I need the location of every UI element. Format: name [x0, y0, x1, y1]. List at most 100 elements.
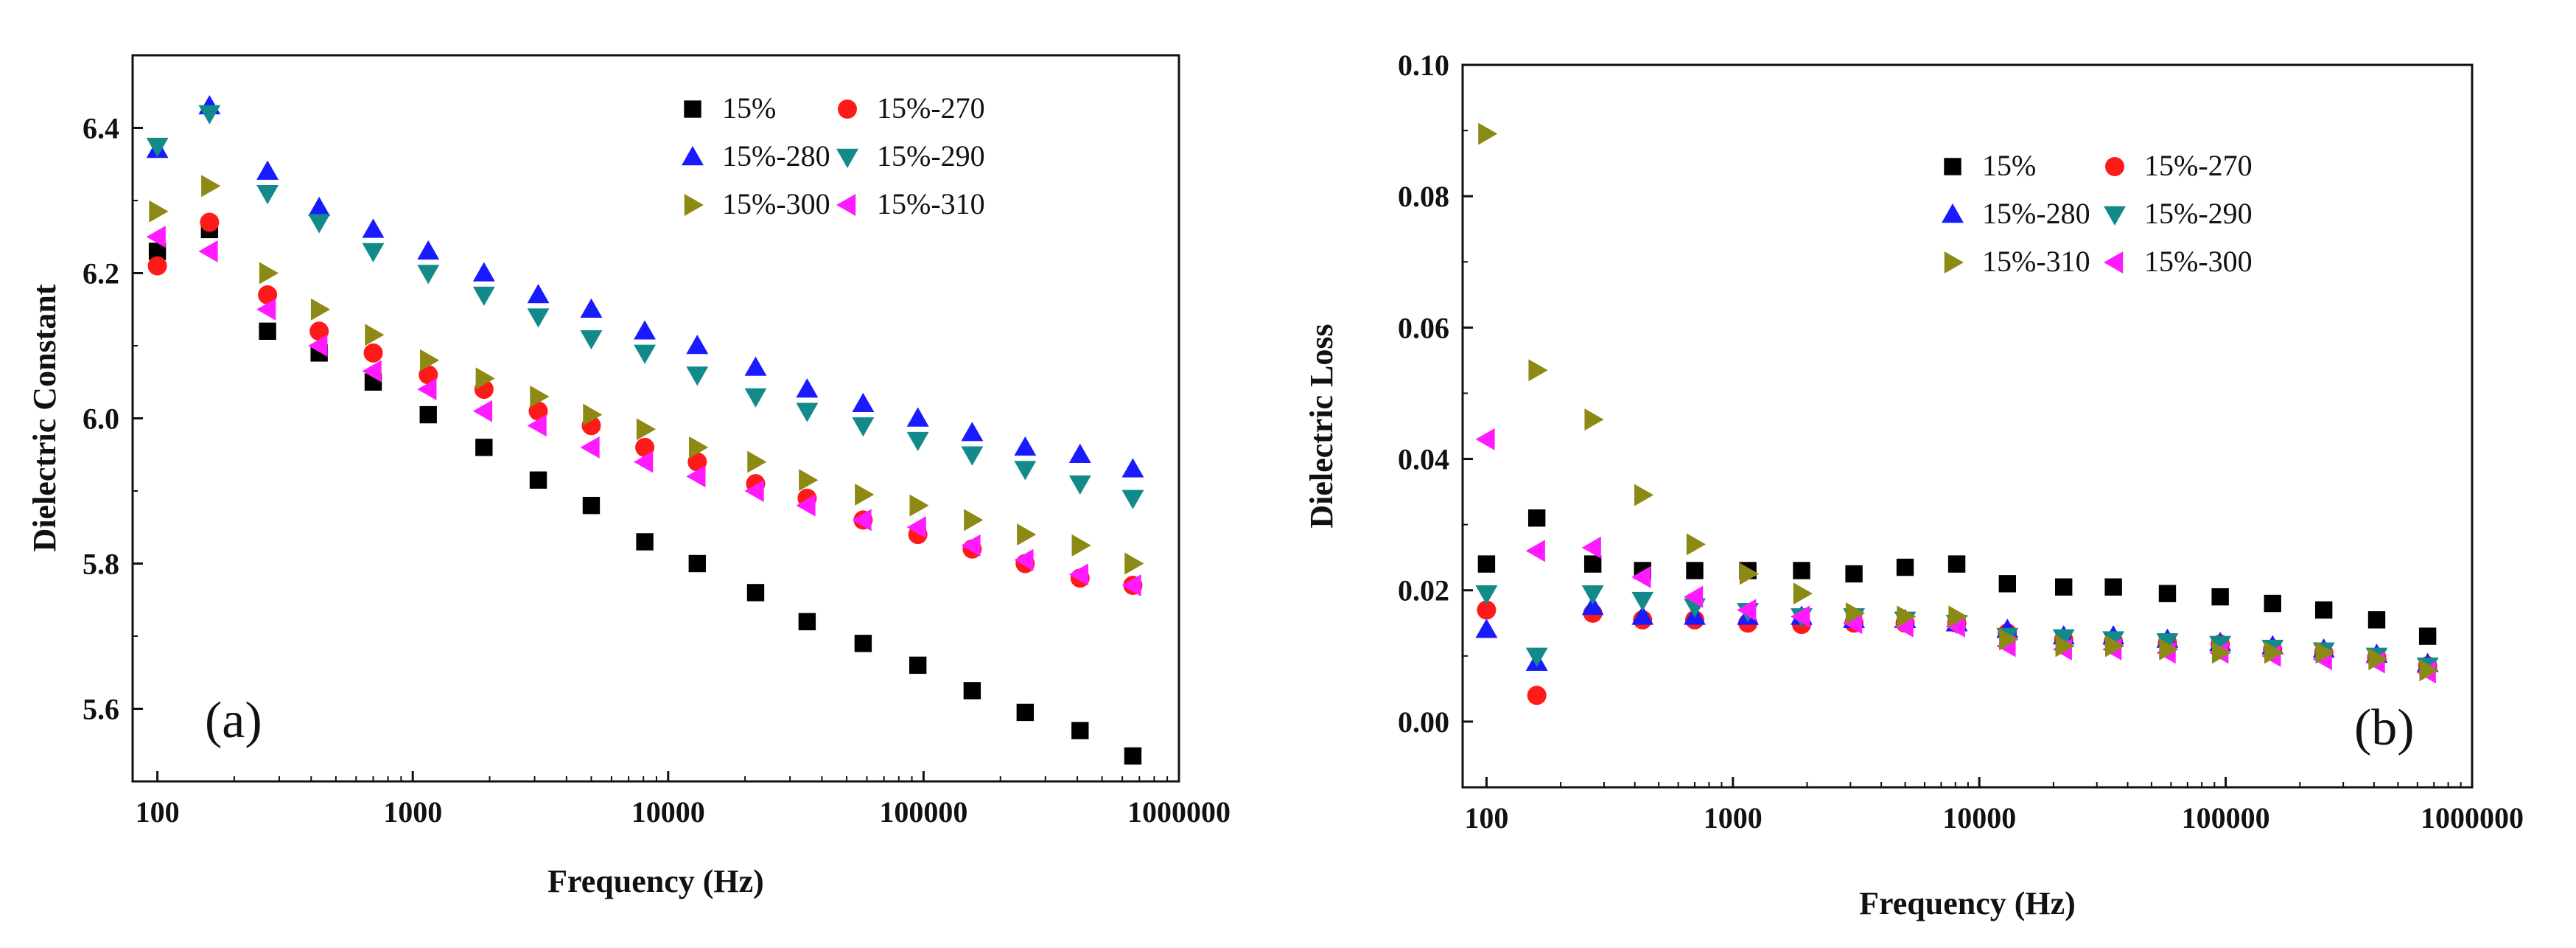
data-point: [201, 175, 221, 198]
data-point: [1475, 618, 1498, 638]
data-point: [854, 635, 872, 652]
data-point: [634, 320, 657, 340]
data-point: [635, 437, 655, 457]
data-point: [799, 469, 819, 492]
x-tick-label-a: 100000: [879, 795, 967, 829]
data-point: [472, 286, 495, 306]
series-a-15%: [148, 220, 1142, 765]
data-point: [1999, 628, 2019, 651]
data-point: [583, 403, 603, 426]
data-point: [1124, 747, 1142, 765]
legend-label: 15%-280: [1982, 197, 2090, 230]
legend-label: 15%-310: [1982, 245, 2090, 278]
data-point: [529, 471, 547, 489]
data-point: [2211, 588, 2229, 606]
data-point: [855, 483, 875, 506]
data-point: [1845, 602, 1866, 624]
data-point: [634, 344, 657, 364]
y-tick-label-a: 6.0: [83, 402, 119, 436]
data-point: [362, 360, 382, 383]
legend-label: 15%-300: [722, 187, 830, 220]
data-point: [258, 285, 278, 305]
legend-marker: [1944, 158, 1961, 175]
data-point: [1845, 565, 1863, 583]
x-axis-title-b: Frequency (Hz): [1859, 885, 2076, 921]
data-point: [636, 418, 657, 441]
series-a-15%-310: [146, 226, 1141, 596]
data-point: [1068, 443, 1091, 463]
data-point: [2264, 594, 2281, 613]
data-point: [744, 480, 764, 502]
data-point: [852, 417, 875, 437]
data-point: [1583, 555, 1602, 573]
data-point: [1121, 574, 1141, 596]
x-axis-title-a: Frequency (Hz): [547, 863, 764, 899]
data-point: [580, 298, 603, 318]
data-point: [2104, 578, 2122, 596]
data-point: [909, 494, 929, 517]
data-point: [149, 200, 169, 223]
data-point: [1475, 428, 1495, 450]
data-point: [580, 330, 603, 350]
y-tick-label-b: 0.00: [1398, 705, 1449, 739]
data-point: [2052, 629, 2075, 649]
legend-label: 15%-280: [722, 139, 830, 172]
data-point: [2211, 641, 2232, 664]
data-point: [256, 298, 276, 321]
x-tick-label-b: 100: [1464, 801, 1508, 834]
data-point: [1634, 484, 1654, 506]
data-point: [634, 450, 654, 473]
data-point: [1584, 408, 1604, 431]
data-point: [796, 378, 819, 398]
data-point: [309, 321, 329, 341]
y-tick-label-b: 0.08: [1398, 180, 1449, 213]
data-point: [1071, 722, 1089, 739]
data-point: [1843, 612, 1863, 635]
data-point: [2264, 641, 2284, 664]
data-point: [2314, 601, 2333, 619]
data-point: [1525, 647, 1548, 667]
data-point: [963, 682, 981, 700]
data-point: [2156, 633, 2179, 653]
data-point: [636, 533, 654, 551]
data-point: [1121, 489, 1144, 509]
data-point: [419, 405, 437, 424]
data-point: [798, 613, 816, 630]
data-point: [961, 534, 981, 557]
data-point: [198, 240, 218, 262]
data-point: [527, 414, 547, 437]
chart-panel-b: 100 1000 10000 100000 1000000 0.00 0.02 0.04 0.0…: [1303, 49, 2524, 921]
data-point: [1631, 565, 1651, 588]
data-point: [148, 243, 167, 260]
x-tick-label-b: 10000: [1942, 801, 2016, 834]
panel-label-a: (a): [205, 692, 262, 749]
data-point: [362, 243, 385, 262]
data-point: [2104, 635, 2125, 658]
data-point: [198, 105, 221, 125]
data-point: [1686, 533, 1706, 556]
data-point: [200, 212, 220, 232]
series-a-15%-280: [146, 95, 1144, 478]
data-point: [1791, 605, 1810, 628]
data-point: [308, 335, 328, 357]
data-point: [259, 262, 279, 285]
y-tick-label-b: 0.10: [1398, 49, 1449, 82]
data-point: [2055, 635, 2075, 658]
data-point: [419, 365, 438, 385]
data-point: [530, 386, 550, 408]
data-point: [1475, 585, 1498, 605]
data-point: [1631, 605, 1654, 625]
data-point: [420, 349, 440, 372]
y-tick-label-b: 0.06: [1398, 311, 1449, 344]
legend-label: 15%: [722, 91, 776, 125]
data-point: [308, 214, 331, 234]
x-tick-label-a: 1000000: [1127, 795, 1231, 829]
legend-label: 15%-290: [2144, 197, 2253, 230]
data-point: [256, 184, 279, 205]
data-point: [417, 378, 437, 401]
data-point: [689, 436, 709, 459]
data-point: [1525, 540, 1545, 562]
y-tick-label-a: 5.8: [83, 548, 119, 581]
data-point: [1581, 536, 1601, 559]
